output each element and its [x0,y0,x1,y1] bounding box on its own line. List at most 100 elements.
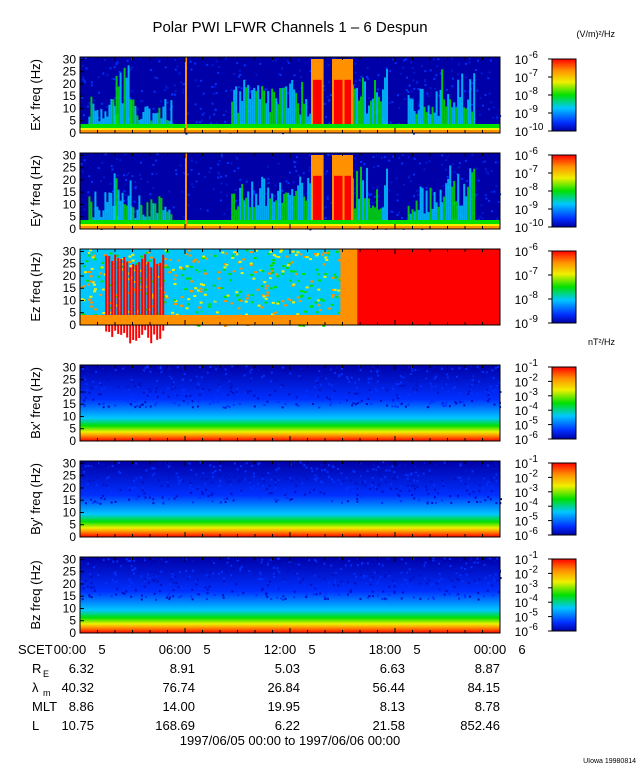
y-tick-label: 0 [69,222,76,236]
colorbar-tick-exponent: -4 [529,593,538,604]
colorbar-tick-label: 10 [515,500,529,514]
colorbar-tick-label: 10 [515,203,529,217]
colorbar-ex [551,58,577,132]
y-tick-label: 30 [63,360,77,374]
y-tick-label: 30 [63,52,77,66]
colorbar-tick-label: 10 [515,611,529,625]
colorbar-ez [551,250,577,324]
colorbar-tick-label: 10 [515,567,529,581]
colorbar-tick-exponent: -8 [529,290,538,301]
y-axis-label: Ey' freq (Hz) [28,155,43,227]
colorbar-tick-label: 10 [515,404,529,418]
ephemeris-value: 84.15 [467,680,500,695]
colorbar-tick-exponent: -9 [529,200,538,211]
y-tick-label: 20 [63,77,77,91]
y-tick-label: 25 [63,65,77,79]
ephemeris-value: 8.86 [69,699,94,714]
y-axis-label: Bz freq (Hz) [28,560,43,629]
colorbar-tick-exponent: -4 [529,401,538,412]
y-tick-label: 5 [69,210,76,224]
y-tick-label: 5 [69,614,76,628]
y-tick-label: 25 [63,469,77,483]
y-tick-label: 25 [63,257,77,271]
ephemeris-value: 5.03 [275,661,300,676]
spectrogram-bx [80,365,502,441]
y-tick-label: 0 [69,530,76,544]
colorbar-tick-label: 10 [515,53,529,67]
y-tick-label: 5 [69,114,76,128]
spectrogram-ez [80,249,500,344]
colorbar-tick-label: 10 [515,625,529,639]
colorbar-tick-label: 10 [515,515,529,529]
ephemeris-value: 852.46 [460,718,500,733]
colorbar-tick-label: 10 [515,269,529,283]
colorbar-tick-label: 10 [515,245,529,259]
colorbar-bz [551,558,577,632]
colorbar-tick-label: 10 [515,582,529,596]
colorbar-tick-exponent: -3 [529,483,538,494]
ephemeris-value: 10.75 [61,718,94,733]
time-tick-day: 5 [203,642,210,657]
date-range: 1997/06/05 00:00 to 1997/06/06 00:00 [180,733,400,748]
ephemeris-value: 6.63 [380,661,405,676]
figure-title: Polar PWI LFWR Channels 1 – 6 Despun [152,19,427,36]
y-tick-label: 10 [63,293,77,307]
colorbar-tick-exponent: -3 [529,579,538,590]
y-tick-label: 20 [63,481,77,495]
credit: UIowa 19980814 [583,758,636,765]
colorbar-tick-label: 10 [515,486,529,500]
y-tick-label: 15 [63,493,77,507]
y-tick-label: 15 [63,397,77,411]
colorbar-tick-label: 10 [515,185,529,199]
spectrogram-by [80,461,502,537]
time-tick-hour: 00:00 [474,642,507,657]
y-tick-label: 15 [63,89,77,103]
y-tick-label: 30 [63,148,77,162]
y-axis-label: Bx' freq (Hz) [28,367,43,439]
colorbar-tick-label: 10 [515,221,529,235]
spectrogram-ey [80,153,502,231]
ephemeris-label: L [32,718,39,733]
colorbar-tick-label: 10 [515,293,529,307]
ephemeris-value: 8.13 [380,699,405,714]
colorbar-tick-exponent: -1 [529,358,538,369]
colorbar-tick-exponent: -3 [529,387,538,398]
ephemeris-value: 40.32 [61,680,94,695]
ephemeris-value: 168.69 [155,718,195,733]
spectrogram-bz [80,557,502,633]
colorbar-tick-label: 10 [515,419,529,433]
ephemeris-label-sub: m [43,688,51,698]
colorbar-units: nT²/Hz [588,337,616,347]
colorbar-tick-exponent: -2 [529,372,538,383]
time-axis-label: SCET [18,642,53,657]
ephemeris-value: 6.32 [69,661,94,676]
time-tick-hour: 12:00 [264,642,297,657]
colorbar-tick-label: 10 [515,149,529,163]
colorbar-tick-exponent: -2 [529,468,538,479]
colorbar-tick-label: 10 [515,167,529,181]
ephemeris-value: 21.58 [372,718,405,733]
y-tick-label: 0 [69,626,76,640]
colorbar-tick-exponent: -7 [529,68,538,79]
colorbar-tick-label: 10 [515,390,529,404]
colorbar-tick-exponent: -1 [529,454,538,465]
colorbar-tick-exponent: -5 [529,608,538,619]
ephemeris-value: 56.44 [372,680,405,695]
ephemeris-label: MLT [32,699,57,714]
ephemeris-value: 6.22 [275,718,300,733]
colorbar-tick-exponent: -6 [529,622,538,633]
ephemeris-value: 8.78 [475,699,500,714]
ephemeris-label: R [32,661,41,676]
y-axis-label: Ex' freq (Hz) [28,59,43,131]
colorbar-tick-exponent: -5 [529,512,538,523]
colorbar-tick-exponent: -1 [529,550,538,561]
colorbar-tick-label: 10 [515,71,529,85]
y-tick-label: 10 [63,101,77,115]
ephemeris-value: 19.95 [267,699,300,714]
y-tick-label: 25 [63,161,77,175]
